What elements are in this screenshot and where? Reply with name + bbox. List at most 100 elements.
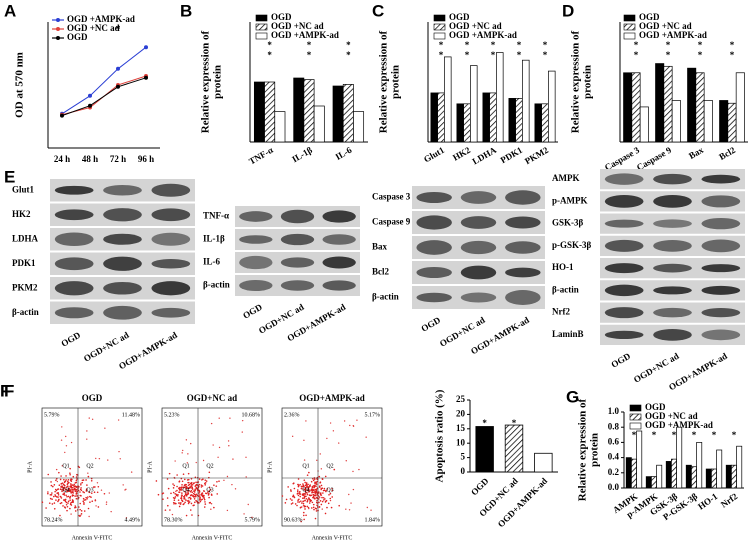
flow-dot <box>316 480 319 483</box>
flow-dot <box>313 491 315 494</box>
flow-dot <box>299 506 302 509</box>
flow-dot <box>75 492 78 495</box>
flow-dot <box>61 426 63 428</box>
flow-dot <box>65 503 68 506</box>
flow-dot <box>328 493 330 496</box>
flow-dot <box>79 491 81 493</box>
flow-dot <box>305 483 308 486</box>
blot-band <box>280 280 315 291</box>
flow-dot <box>318 501 320 504</box>
flow-dot <box>56 480 59 483</box>
flow-dot <box>54 488 57 491</box>
flow-dot <box>49 497 52 500</box>
flow-dot <box>318 496 321 498</box>
flow-dot <box>65 475 67 477</box>
significance: * <box>634 40 639 50</box>
flow-dot <box>187 497 190 499</box>
flow-dot <box>180 495 183 498</box>
flow-dot <box>309 500 311 502</box>
x-tick-label: HK2 <box>451 145 472 163</box>
y-axis-label: Relative expression of <box>200 30 212 133</box>
flow-dot <box>172 487 175 489</box>
flow-dot <box>75 479 78 482</box>
flow-dot <box>327 502 330 505</box>
blot-band <box>103 233 142 245</box>
y-tick-label: 0.6 <box>608 436 620 446</box>
flow-dot <box>97 485 100 488</box>
flow-dot <box>309 494 312 497</box>
x-tick-label: 48 h <box>82 154 98 164</box>
blot-row-label: HO-1 <box>552 262 574 272</box>
flow-dot <box>174 502 177 505</box>
significance: * <box>517 50 522 60</box>
flow-dot <box>187 487 190 490</box>
bar <box>293 77 305 143</box>
flow-dot <box>323 489 326 492</box>
flow-dot <box>302 484 305 487</box>
flow-dot <box>198 483 201 486</box>
flow-dot <box>75 485 78 488</box>
legend-swatch <box>629 404 642 412</box>
flow-dot <box>64 499 66 502</box>
flow-dot <box>311 501 314 504</box>
flow-dot <box>311 486 314 489</box>
flow-dot <box>187 472 190 475</box>
flow-dot <box>192 495 194 497</box>
blot-band <box>701 174 741 184</box>
flow-dot <box>311 490 314 492</box>
flow-dot <box>191 484 194 486</box>
flow-dot <box>50 494 53 496</box>
flow-dot <box>302 504 305 507</box>
bar <box>705 468 712 489</box>
flow-dot <box>315 490 318 492</box>
y-tick-label: 15 <box>456 423 466 433</box>
blot-lane-label: OGD <box>59 330 82 349</box>
flow-dot <box>323 487 326 490</box>
bar <box>504 424 524 473</box>
flow-dot <box>234 488 237 490</box>
significance: * <box>116 24 121 34</box>
flow-dot <box>204 484 207 486</box>
blot-row-label: IL-1β <box>203 234 225 244</box>
significance: * <box>307 50 312 60</box>
flow-dot <box>181 484 183 486</box>
bar <box>685 464 692 489</box>
significance: * <box>512 418 517 428</box>
flow-dot <box>73 484 75 487</box>
bar <box>489 92 497 143</box>
flow-dot <box>77 486 80 488</box>
flow-dot <box>245 456 247 458</box>
flow-dot <box>70 486 73 489</box>
significance: * <box>491 50 496 60</box>
flow-dot <box>70 502 72 504</box>
flow-dot <box>190 481 193 484</box>
blot-band <box>416 292 452 303</box>
flow-dot <box>63 487 66 490</box>
flow-dot <box>75 476 78 478</box>
flow-dot <box>67 495 70 498</box>
flow-dot <box>79 488 82 491</box>
flow-dot <box>64 488 67 491</box>
x-tick-label: Nrf2 <box>719 491 740 510</box>
blot-band <box>322 256 356 269</box>
flow-dot <box>172 491 175 494</box>
flow-dot <box>61 465 63 467</box>
bar <box>534 103 542 143</box>
bar <box>696 442 703 489</box>
flow-dot <box>303 459 306 461</box>
blot-band <box>239 211 273 222</box>
flow-dot <box>203 482 206 485</box>
y-tick-label: 0.8 <box>608 421 620 431</box>
flow-dot <box>162 492 165 494</box>
flow-dot <box>51 492 53 494</box>
flow-dot <box>326 506 328 509</box>
legend-swatch <box>623 23 636 31</box>
legend-label: OGD <box>449 12 470 22</box>
flow-dot <box>68 490 71 493</box>
flow-dot <box>247 503 249 506</box>
flow-dot <box>306 489 309 492</box>
blot-band <box>701 264 741 273</box>
flow-dot <box>319 453 321 455</box>
flow-dot <box>305 482 308 484</box>
quadrant-percent: 5.79% <box>44 412 60 418</box>
